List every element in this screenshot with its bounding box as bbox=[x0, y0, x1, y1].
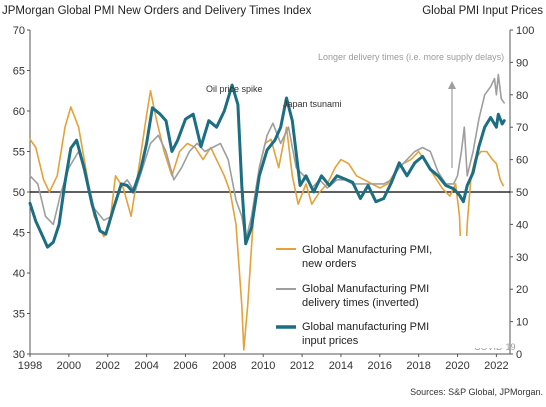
x-tick-label: 2006 bbox=[173, 360, 197, 372]
x-tick-label: 2004 bbox=[134, 360, 158, 372]
legend-label-input-prices-line2: input prices bbox=[302, 335, 359, 347]
legend: Global Manufacturing PMI, new orders Glo… bbox=[270, 236, 506, 348]
x-tick-label: 2016 bbox=[368, 360, 392, 372]
x-tick-label: 2022 bbox=[484, 360, 508, 372]
legend-background bbox=[270, 236, 506, 348]
series-line-global-manufacturing-pmi-delivery-times-inverted bbox=[29, 73, 505, 242]
series-line-global-manufacturing-pmi-new-orders bbox=[29, 90, 504, 351]
left-tick-label: 65 bbox=[13, 66, 25, 78]
source-note: Sources: S&P Global, JPMorgan. bbox=[410, 387, 543, 397]
right-tick-label: 80 bbox=[516, 90, 528, 102]
left-tick-label: 40 bbox=[13, 268, 25, 280]
right-tick-label: 90 bbox=[516, 57, 528, 69]
right-tick-label: 0 bbox=[516, 349, 522, 361]
right-tick-label: 10 bbox=[516, 317, 528, 329]
right-tick-label: 30 bbox=[516, 252, 528, 264]
oil-price-spike-label: Oil price spike bbox=[206, 84, 263, 94]
legend-label-input-prices-line1: Global manufacturing PMI bbox=[302, 321, 429, 333]
x-tick-label: 2010 bbox=[251, 360, 275, 372]
x-tick-label: 2012 bbox=[290, 360, 314, 372]
right-axis-title: Global PMI Input Prices bbox=[422, 5, 543, 17]
right-tick-label: 60 bbox=[516, 155, 528, 167]
left-tick-label: 55 bbox=[13, 147, 25, 159]
right-tick-label: 100 bbox=[516, 25, 534, 37]
left-tick-label: 60 bbox=[13, 106, 25, 118]
axis-layer: 30 35 40 45 50 55 60 65 70 0 10 20 30 40 50 60 70 80 90 100… bbox=[13, 25, 535, 372]
right-tick-label: 40 bbox=[516, 219, 528, 231]
x-tick-label: 2020 bbox=[445, 360, 469, 372]
left-tick-label: 50 bbox=[13, 187, 25, 199]
x-tick-label: 2008 bbox=[212, 360, 236, 372]
right-tick-label: 50 bbox=[516, 187, 528, 199]
legend-label-new-orders-line1: Global Manufacturing PMI, bbox=[302, 244, 432, 256]
legend-label-new-orders-line2: new orders bbox=[302, 258, 357, 270]
right-tick-label: 70 bbox=[516, 122, 528, 134]
supply-delays-label: Longer delivery times (i.e. more supply … bbox=[318, 52, 504, 62]
x-tick-label: 2002 bbox=[95, 360, 119, 372]
supply-delay-arrow-head bbox=[448, 81, 456, 89]
legend-label-delivery-times-line2: delivery times (inverted) bbox=[302, 297, 419, 309]
left-tick-label: 45 bbox=[13, 228, 25, 240]
right-tick-label: 20 bbox=[516, 284, 528, 296]
series-line-global-manufacturing-pmi-input-prices bbox=[28, 83, 506, 249]
left-tick-label: 35 bbox=[13, 309, 25, 321]
left-tick-label: 30 bbox=[13, 349, 25, 361]
left-tick-label: 70 bbox=[13, 25, 25, 37]
series-layer bbox=[28, 73, 506, 351]
x-tick-label: 1998 bbox=[18, 360, 42, 372]
chart-title: JPMorgan Global PMI New Orders and Deliv… bbox=[2, 5, 312, 17]
x-tick-label: 2000 bbox=[57, 360, 81, 372]
legend-label-delivery-times-line1: Global Manufacturing PMI bbox=[302, 283, 429, 295]
x-tick-label: 2018 bbox=[406, 360, 430, 372]
x-tick-label: 2014 bbox=[329, 360, 353, 372]
japan-tsunami-label: Japan tsunami bbox=[283, 99, 342, 109]
